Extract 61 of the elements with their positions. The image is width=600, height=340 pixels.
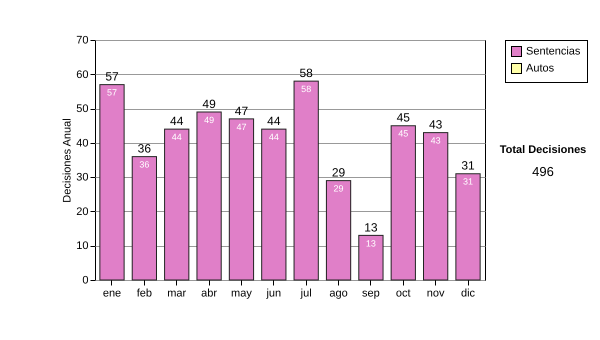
bar — [261, 128, 286, 280]
data-label: 36 — [139, 160, 150, 170]
y-axis-title: Decisiones Anual — [61, 118, 74, 203]
total-label: 47 — [234, 104, 248, 118]
data-label: 57 — [106, 88, 117, 98]
x-tick-label: ene — [102, 288, 122, 300]
data-label: 43 — [430, 136, 441, 146]
total-label: 44 — [170, 114, 184, 128]
y-tick-label: 60 — [76, 68, 88, 81]
x-tick-label: mar — [167, 288, 187, 300]
y-tick-label: 20 — [76, 206, 88, 218]
bar — [326, 180, 352, 280]
x-tick-label: sep — [362, 288, 380, 300]
x-tick-label: ago — [329, 288, 348, 300]
bar — [423, 132, 448, 280]
y-tick-label: 0 — [82, 274, 88, 286]
total-label: 44 — [267, 114, 281, 128]
total-label: 36 — [138, 142, 152, 156]
total-label: 49 — [202, 97, 216, 111]
data-label: 47 — [236, 122, 246, 132]
x-tick-label: feb — [136, 288, 152, 300]
data-label: 44 — [172, 132, 182, 142]
x-tick-label: dic — [460, 288, 476, 300]
y-tick-label: 30 — [76, 172, 88, 184]
bar — [358, 234, 384, 280]
x-tick-label: abr — [201, 288, 218, 300]
total-label: 58 — [300, 66, 314, 80]
total-label: 29 — [332, 166, 346, 180]
bar — [164, 128, 190, 280]
x-tick-label: nov — [426, 288, 446, 300]
text: 496 — [532, 164, 554, 179]
x-tick-label: may — [231, 288, 252, 300]
x-tick-label: jun — [265, 288, 282, 300]
text: Total Decisiones — [500, 144, 586, 156]
bar — [99, 84, 125, 280]
x-tick-label: jul — [300, 288, 312, 300]
y-tick-label: 70 — [76, 34, 88, 46]
total-label: 45 — [396, 110, 410, 125]
total-label: 43 — [428, 118, 443, 132]
y-tick-label: 40 — [76, 137, 88, 150]
bar — [455, 173, 481, 280]
y-tick-label: 10 — [76, 240, 88, 252]
total-label: 57 — [105, 70, 119, 84]
data-label: 31 — [463, 176, 474, 187]
y-tick-label: 50 — [76, 103, 88, 116]
bar — [132, 156, 157, 280]
bar — [228, 118, 254, 280]
data-label: 44 — [268, 132, 279, 142]
data-label: 29 — [334, 184, 344, 194]
data-label: 45 — [398, 128, 408, 139]
x-tick-label: oct — [396, 288, 411, 300]
bar — [196, 112, 222, 280]
data-label: 49 — [204, 115, 214, 125]
data-label: 58 — [301, 84, 312, 94]
total-label: 13 — [364, 220, 378, 234]
bar — [294, 80, 319, 280]
bar — [390, 125, 416, 280]
legend-label: Autos — [526, 62, 555, 74]
data-label: 13 — [366, 238, 376, 248]
legend-label: Sentencias — [526, 46, 581, 58]
total-label: 31 — [461, 158, 475, 173]
